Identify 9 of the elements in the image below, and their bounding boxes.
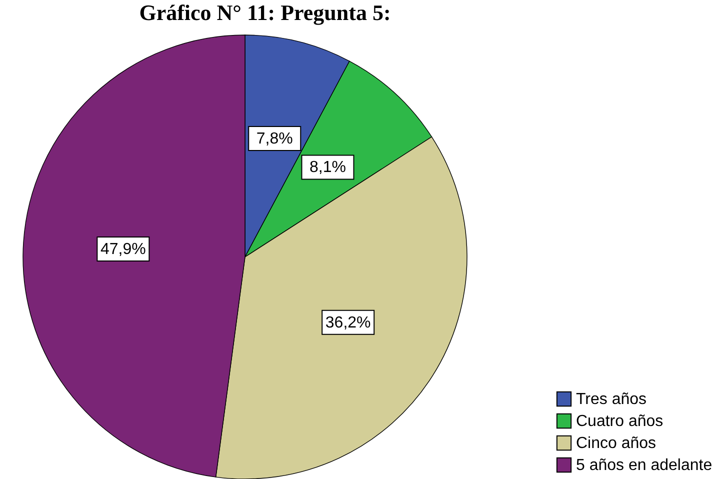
data-label: 36,2% [325, 314, 371, 332]
legend-label: Cuatro años [576, 413, 664, 430]
legend-label: Tres años [576, 391, 647, 408]
data-label: 8,1% [310, 159, 346, 176]
legend-label: 5 años en adelante [576, 457, 712, 474]
chart-title: Gráfico N° 11: Pregunta 5: [139, 0, 391, 25]
legend-label: Cinco años [576, 435, 656, 452]
data-label: 7,8% [256, 130, 293, 148]
data-label: 47,9% [100, 240, 146, 258]
